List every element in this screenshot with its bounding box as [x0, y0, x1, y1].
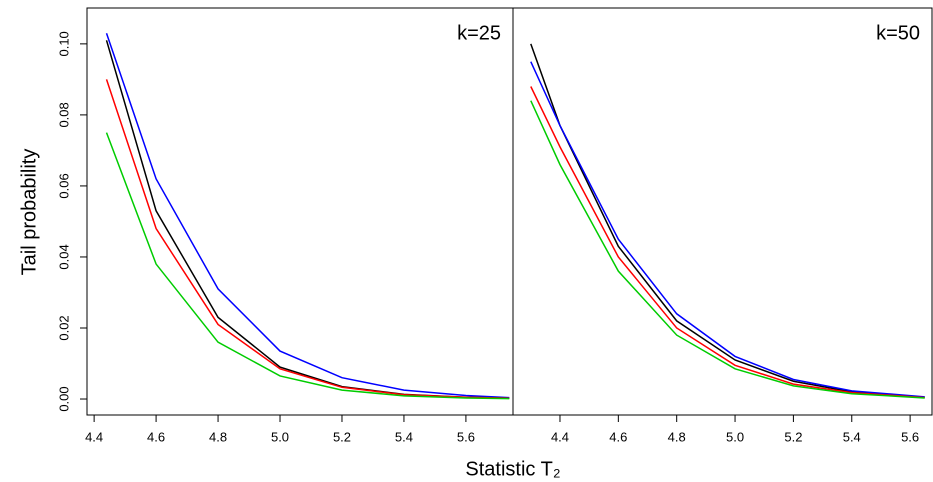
x-tick-label: 5.4 [395, 429, 413, 444]
panel-annotation: k=25 [457, 22, 501, 44]
series-line [530, 86, 925, 399]
x-tick-label: 5.0 [271, 429, 289, 444]
x-tick-label: 5.4 [843, 429, 861, 444]
series-line [530, 61, 925, 398]
x-tick-label: 4.8 [668, 429, 686, 444]
y-tick-label: 0.08 [56, 102, 71, 127]
y-tick-label: 0.02 [56, 315, 71, 340]
y-tick-label: 0.00 [56, 386, 71, 411]
y-axis-label: Tail probability [18, 149, 40, 276]
x-tick-label: 4.4 [85, 429, 103, 444]
series-line [105, 79, 510, 400]
series-line [105, 40, 510, 400]
x-tick-label: 4.6 [609, 429, 627, 444]
series-line [105, 132, 510, 400]
x-tick-label: 5.2 [333, 429, 351, 444]
x-tick-label: 5.0 [726, 429, 744, 444]
series-line [530, 100, 925, 399]
x-tick-label: 4.8 [209, 429, 227, 444]
panel-frame [512, 7, 933, 416]
panel-annotation: k=50 [876, 22, 920, 44]
y-tick-label: 0.10 [56, 31, 71, 56]
series-line [105, 32, 510, 399]
x-tick-label: 5.6 [901, 429, 919, 444]
y-tick-label: 0.04 [56, 244, 71, 269]
x-tick-label: 5.2 [784, 429, 802, 444]
y-tick-label: 0.06 [56, 173, 71, 198]
x-tick-label: 4.6 [147, 429, 165, 444]
x-axis-label: Statistic T₂ [465, 458, 560, 480]
x-tick-label: 4.4 [551, 429, 569, 444]
x-tick-label: 5.6 [457, 429, 475, 444]
